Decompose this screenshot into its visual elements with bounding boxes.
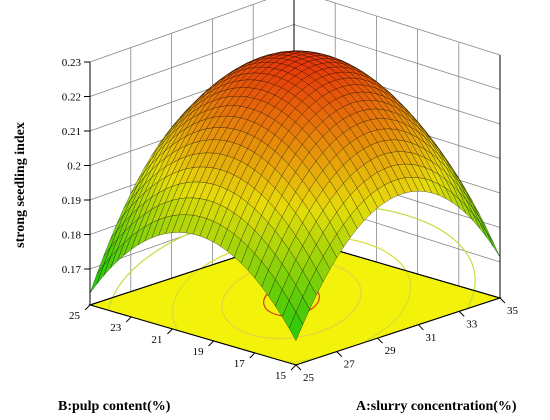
- x-tick-label: 33: [466, 318, 478, 330]
- x-tick-label: 31: [425, 332, 436, 344]
- x-tick: [458, 311, 465, 317]
- z-tick-label: 0.23: [62, 57, 82, 69]
- floor-mask: [0, 298, 550, 420]
- z-tick-label: 0.2: [67, 161, 81, 173]
- z-tick-label: 0.19: [62, 195, 82, 207]
- z-tick-label: 0.18: [62, 230, 82, 242]
- y-tick: [84, 304, 91, 311]
- y-tick-label: 23: [110, 322, 122, 334]
- y-tick: [208, 340, 214, 347]
- y-tick: [167, 328, 173, 335]
- y-tick: [125, 316, 132, 323]
- x-tick: [295, 364, 302, 371]
- z-tick-label: 0.17: [62, 264, 82, 276]
- x-tick-label: 25: [303, 372, 315, 384]
- x-tick: [336, 351, 343, 357]
- z-tick-label: 0.21: [62, 126, 81, 138]
- x-tick: [377, 337, 383, 344]
- x-tick-label: 29: [385, 345, 397, 357]
- floor-mask: [0, 305, 296, 420]
- axes: 0.17 0.18 0.19 0.2 0.21 0.22 0.23 15 17 19 21 23 25 2…: [62, 57, 519, 384]
- surface-cell: [89, 265, 104, 294]
- x-axis-title: A:slurry concentration(%): [356, 399, 517, 414]
- x-tick: [418, 324, 424, 331]
- y-tick-label: 15: [275, 370, 287, 382]
- surface-cell: [486, 231, 501, 258]
- x-tick-label: 27: [344, 359, 356, 371]
- y-tick-label: 21: [151, 334, 162, 346]
- y-tick-label: 17: [234, 358, 246, 370]
- x-tick: [499, 297, 506, 304]
- y-tick-label: 19: [193, 346, 205, 358]
- response-surface: [89, 50, 501, 342]
- y-tick: [290, 364, 297, 371]
- y-axis-title: B:pulp content(%): [58, 399, 171, 414]
- z-tick-label: 0.22: [62, 92, 81, 104]
- y-tick: [249, 352, 256, 359]
- z-axis-title: strong seedling index: [13, 122, 28, 248]
- surface-cell: [479, 221, 494, 247]
- y-tick-label: 25: [69, 310, 81, 322]
- surface-cell: [288, 311, 303, 342]
- x-tick-label: 35: [507, 305, 519, 317]
- wall-gridline: [89, 0, 501, 63]
